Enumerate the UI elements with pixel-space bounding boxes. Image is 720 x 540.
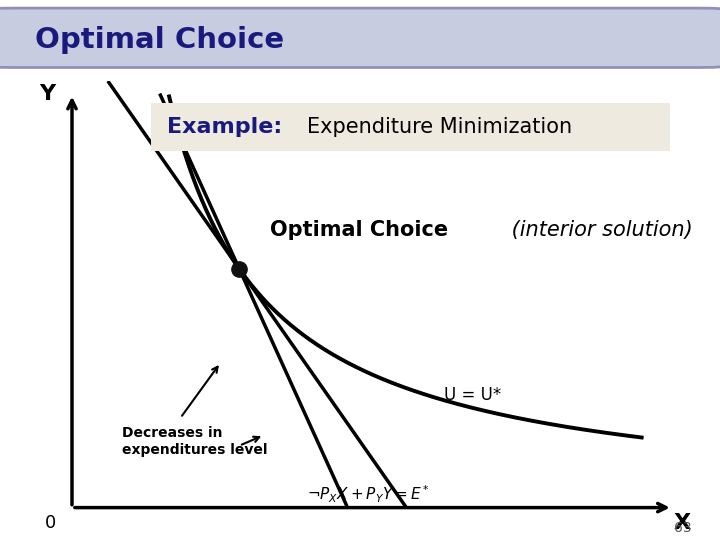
Text: Example:: Example: [167, 117, 282, 137]
Text: (interior solution): (interior solution) [505, 220, 693, 240]
Text: X: X [673, 512, 690, 532]
FancyBboxPatch shape [151, 103, 670, 151]
FancyBboxPatch shape [0, 8, 720, 68]
Text: Decreases in
expenditures level: Decreases in expenditures level [122, 427, 267, 457]
Text: U = U*: U = U* [444, 386, 501, 403]
Text: 0: 0 [45, 514, 56, 531]
Text: Expenditure Minimization: Expenditure Minimization [307, 117, 572, 137]
Text: $\neg P_X X + P_Y Y = E^*$: $\neg P_X X + P_Y Y = E^*$ [307, 483, 431, 505]
Text: Optimal Choice: Optimal Choice [270, 220, 449, 240]
Text: Optimal Choice: Optimal Choice [35, 26, 284, 55]
Text: Y: Y [39, 84, 55, 104]
Text: 63: 63 [674, 521, 691, 535]
